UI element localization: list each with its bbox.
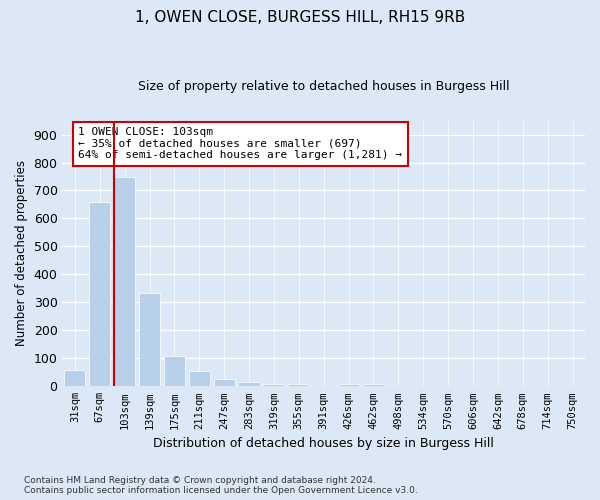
Bar	[238, 382, 260, 386]
Text: Contains HM Land Registry data © Crown copyright and database right 2024.
Contai: Contains HM Land Registry data © Crown c…	[24, 476, 418, 495]
Bar	[189, 371, 210, 386]
Bar	[288, 384, 310, 386]
Title: Size of property relative to detached houses in Burgess Hill: Size of property relative to detached ho…	[138, 80, 509, 93]
Text: 1 OWEN CLOSE: 103sqm
← 35% of detached houses are smaller (697)
64% of semi-deta: 1 OWEN CLOSE: 103sqm ← 35% of detached h…	[78, 127, 402, 160]
Text: 1, OWEN CLOSE, BURGESS HILL, RH15 9RB: 1, OWEN CLOSE, BURGESS HILL, RH15 9RB	[135, 10, 465, 25]
Bar	[64, 370, 85, 386]
X-axis label: Distribution of detached houses by size in Burgess Hill: Distribution of detached houses by size …	[153, 437, 494, 450]
Bar	[263, 384, 284, 386]
Bar	[139, 292, 160, 386]
Bar	[114, 176, 135, 386]
Y-axis label: Number of detached properties: Number of detached properties	[15, 160, 28, 346]
Bar	[214, 380, 235, 386]
Bar	[363, 384, 384, 386]
Bar	[89, 202, 110, 386]
Bar	[164, 356, 185, 386]
Bar	[338, 384, 359, 386]
